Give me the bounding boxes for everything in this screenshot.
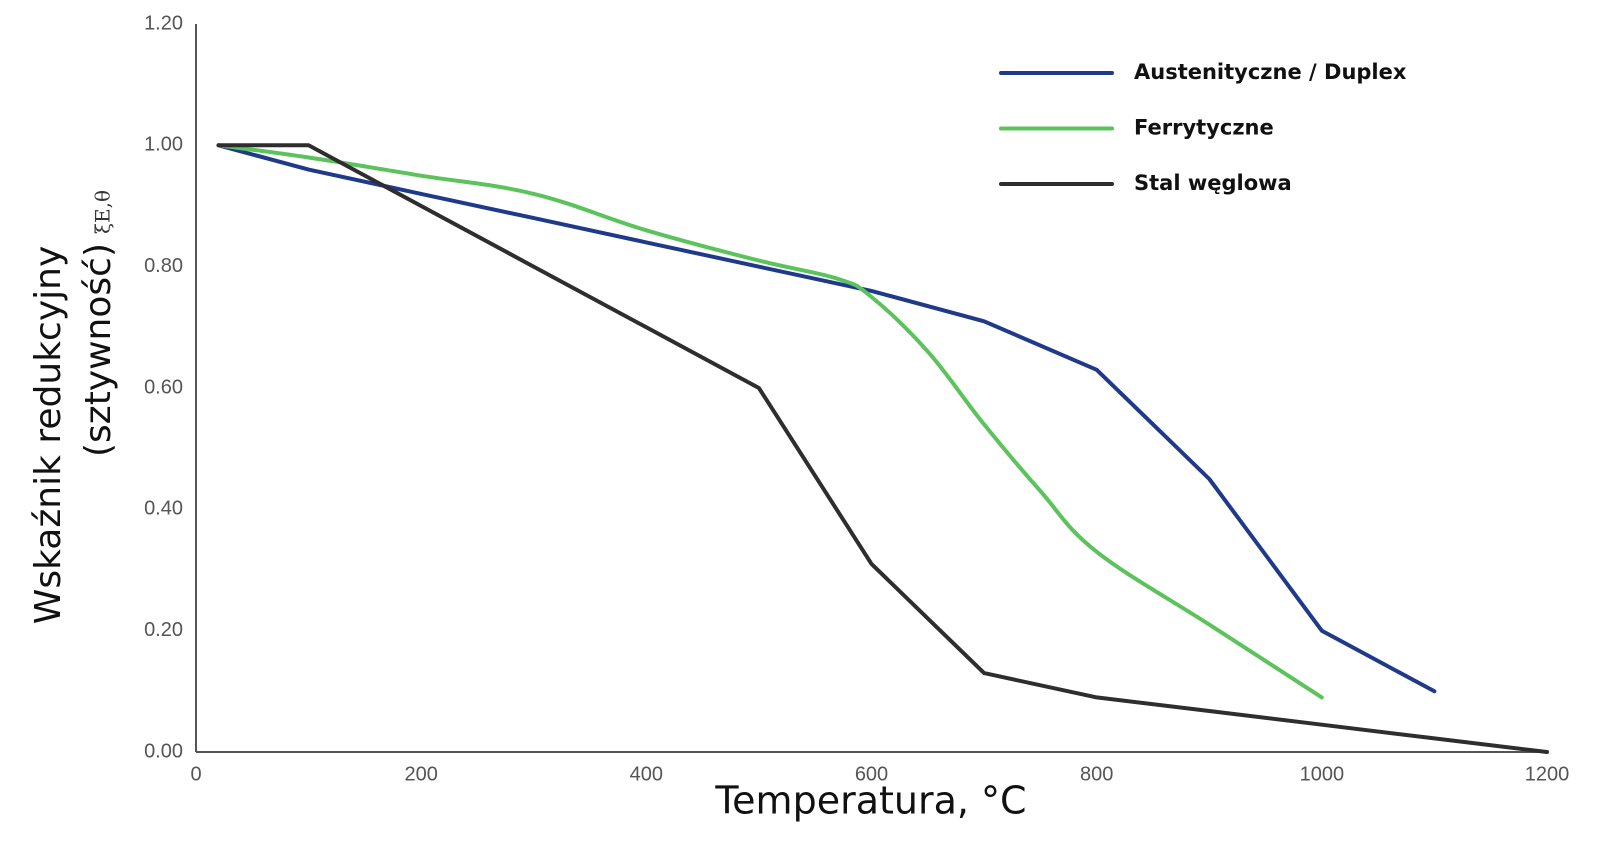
series-lines [216, 143, 1549, 754]
x-tick-label: 400 [630, 763, 663, 785]
x-tick-label: 600 [855, 763, 888, 785]
y-axis-symbol: ξE,θ [91, 190, 115, 234]
series-line-3 [216, 143, 1549, 754]
y-tick-labels: 0.00 0.20 0.40 0.60 0.80 1.00 1.20 [144, 12, 183, 762]
series-line-2 [216, 143, 1324, 700]
legend-label: Austenityczne / Duplex [1134, 60, 1407, 84]
axes [195, 24, 1547, 753]
y-tick-label: 1.00 [144, 134, 183, 156]
y-axis-label: Wskaźnik redukcyjny [28, 246, 69, 625]
y-tick-label: 0.80 [144, 255, 183, 277]
legend: Austenityczne / Duplex Ferrytyczne Stal wę… [999, 60, 1407, 195]
x-tick-label: 1000 [1300, 763, 1345, 785]
series-line-1 [216, 143, 1437, 694]
y-tick-label: 0.20 [144, 619, 183, 641]
y-axis-label-line1: Wskaźnik redukcyjny [28, 246, 69, 625]
x-tick-labels: 0 200 400 600 800 1000 1200 [190, 763, 1569, 785]
x-tick-label: 200 [404, 763, 437, 785]
y-axis-label-line2: (sztywność) [78, 243, 119, 457]
y-tick-label: 0.00 [144, 740, 183, 762]
x-tick-label: 1200 [1525, 763, 1570, 785]
legend-label: Ferrytyczne [1134, 116, 1274, 140]
y-tick-label: 0.40 [144, 498, 183, 520]
y-tick-label: 0.60 [144, 376, 183, 398]
x-axis-label: Temperatura, °C [714, 779, 1026, 823]
y-axis-symbol-text: ξE,θ [91, 190, 115, 234]
legend-label: Stal węglowa [1134, 171, 1292, 195]
y-tick-label: 1.20 [144, 12, 183, 34]
x-tick-label: 800 [1080, 763, 1113, 785]
y-axis-label-2: (sztywność) [78, 243, 119, 457]
x-tick-label: 0 [190, 763, 201, 785]
